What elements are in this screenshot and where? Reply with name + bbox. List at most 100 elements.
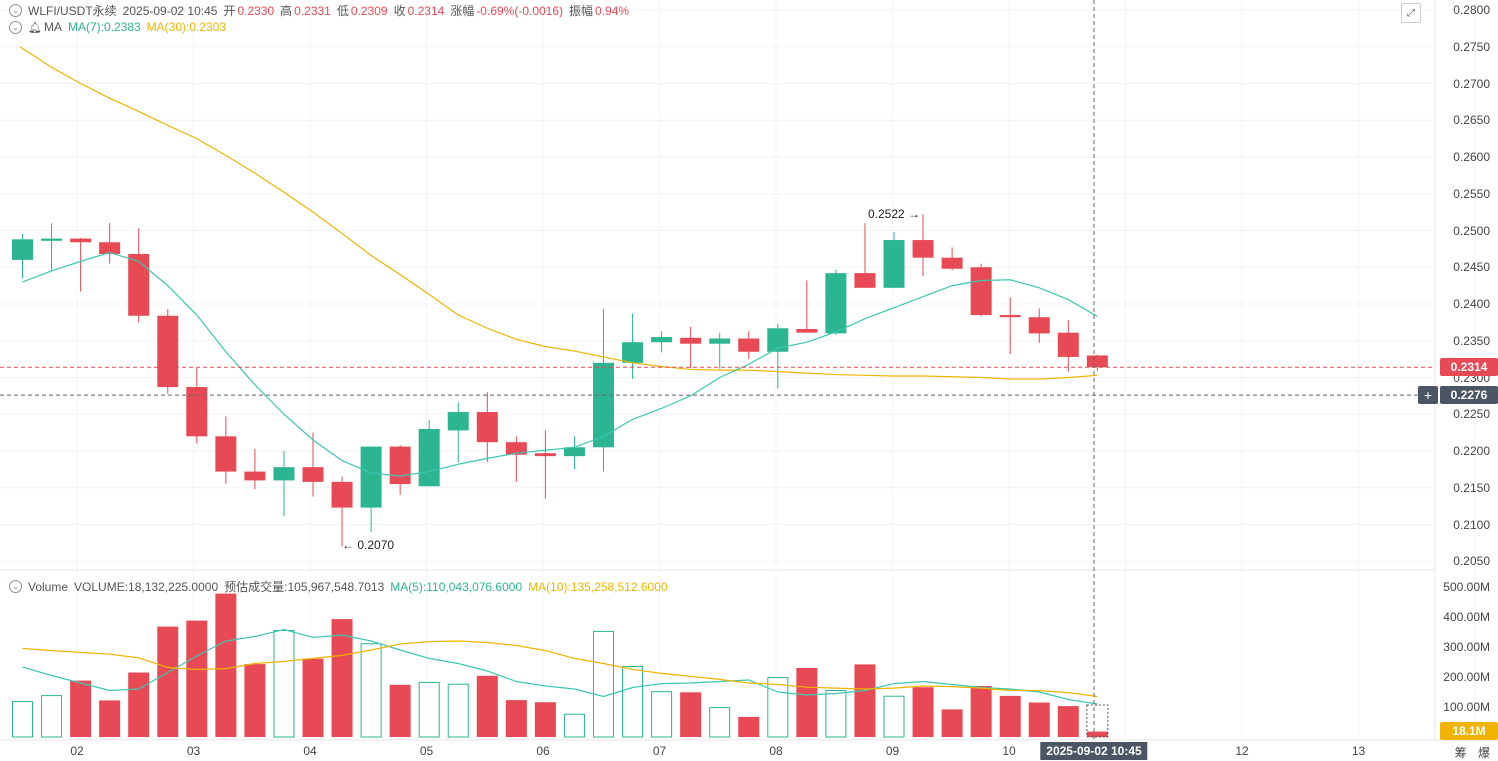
candle-body bbox=[476, 412, 498, 443]
change-value: -0.69%(-0.0016) bbox=[476, 3, 564, 18]
volume-bar bbox=[389, 684, 411, 737]
volume-bar bbox=[41, 695, 63, 738]
candle-body bbox=[738, 338, 760, 352]
estimated-volume: 预估成交量:105,967,548.7013 bbox=[224, 580, 385, 594]
liquidation-icon[interactable]: 爆 bbox=[1477, 746, 1490, 760]
bottom-icons: 筹 爆 bbox=[1455, 744, 1490, 761]
volume-bar bbox=[825, 690, 847, 738]
volume-bar bbox=[302, 658, 324, 737]
candle-body bbox=[709, 338, 731, 344]
ma7-value: MA(7):0.2383 bbox=[67, 20, 141, 34]
time-tick: 04 bbox=[303, 744, 317, 758]
volume-bar bbox=[622, 666, 644, 738]
candle-body bbox=[796, 328, 818, 333]
volume-bar bbox=[854, 664, 876, 737]
bell-icon[interactable]: 🔔︎ bbox=[28, 21, 42, 34]
candle-body bbox=[563, 447, 585, 457]
volume-bar bbox=[12, 701, 33, 738]
high-annotation: 0.2522 → bbox=[868, 207, 921, 221]
volume-bar bbox=[651, 691, 673, 738]
candle-body bbox=[128, 254, 150, 316]
crosshair-price-tag: 0.2276 bbox=[1440, 386, 1498, 404]
candle-body bbox=[157, 315, 179, 388]
time-tick: 09 bbox=[885, 744, 900, 758]
volume-bar bbox=[534, 702, 556, 737]
price-tick: 0.2350 bbox=[1453, 333, 1490, 348]
candle-body bbox=[680, 337, 702, 344]
low-value: 0.2309 bbox=[350, 3, 388, 18]
candle-body bbox=[854, 273, 876, 288]
price-tick: 0.2800 bbox=[1453, 3, 1490, 17]
volume-legend: ⌄ Volume VOLUME:18,132,225.0000 预估成交量:10… bbox=[9, 578, 674, 595]
volume-bar bbox=[215, 593, 237, 737]
time-tick: 05 bbox=[419, 744, 434, 758]
volume-bar bbox=[244, 664, 266, 737]
high-label: 高 bbox=[280, 4, 293, 18]
volume-bar bbox=[680, 692, 702, 737]
candle-body bbox=[41, 238, 63, 241]
candle-body bbox=[534, 453, 556, 457]
candle-body bbox=[1028, 317, 1050, 334]
price-tick: 0.2050 bbox=[1453, 554, 1490, 569]
change-label: 涨幅 bbox=[450, 4, 475, 18]
volume-bar bbox=[1028, 702, 1050, 737]
collapse-toggle-icon[interactable]: ⌄ bbox=[9, 20, 22, 34]
volume-bar bbox=[331, 619, 353, 737]
time-tick: 10 bbox=[1002, 744, 1016, 758]
volume-bars bbox=[12, 593, 1109, 738]
candle-body bbox=[12, 239, 33, 260]
ma-legend: ⌄ 🔔︎ MA MA(7):0.2383 MA(30):0.2303 bbox=[9, 20, 232, 34]
ohlc-header: ⌄ WLFI/USDT永续 2025-09-02 10:45 开 0.2330 … bbox=[9, 2, 635, 19]
volume-tick: 100.00M bbox=[1443, 700, 1490, 714]
vol-ma10-line bbox=[22, 640, 1098, 698]
price-tick: 0.2750 bbox=[1453, 39, 1490, 54]
time-tick: 03 bbox=[186, 744, 201, 758]
price-tick: 0.2600 bbox=[1453, 150, 1490, 164]
price-tick: 0.2700 bbox=[1453, 76, 1490, 91]
candle-body bbox=[593, 362, 614, 448]
price-tick: 0.2550 bbox=[1453, 186, 1490, 201]
ma30-line bbox=[19, 46, 1098, 380]
volume-bar bbox=[796, 668, 818, 737]
price-tick: 0.2100 bbox=[1453, 517, 1490, 532]
symbol-label: WLFI/USDT永续 bbox=[28, 4, 117, 18]
volume-bar bbox=[593, 630, 614, 738]
candle-body bbox=[70, 238, 92, 243]
amplitude-value: 0.94% bbox=[595, 3, 630, 18]
candle-body bbox=[825, 273, 847, 334]
time-tick: 02 bbox=[70, 744, 84, 758]
candle-body bbox=[505, 442, 527, 455]
fullscreen-icon[interactable]: ⤢ bbox=[1401, 3, 1421, 23]
crosshair-overlay bbox=[0, 0, 1435, 740]
high-value: 0.2331 bbox=[294, 3, 331, 18]
volume-bar bbox=[912, 687, 934, 737]
volume-bar bbox=[999, 695, 1021, 737]
close-label: 收 bbox=[393, 4, 406, 18]
volume-bar bbox=[767, 677, 789, 738]
volume-bar bbox=[738, 716, 760, 737]
collapse-toggle-icon[interactable]: ⌄ bbox=[9, 4, 22, 17]
estimated-volume-box bbox=[1086, 704, 1109, 738]
ma-label[interactable]: MA bbox=[43, 20, 62, 34]
vol-ma5-line bbox=[22, 628, 1098, 705]
candle-body bbox=[767, 328, 789, 352]
price-tick: 0.2500 bbox=[1453, 223, 1490, 238]
volume-value: VOLUME:18,132,225.0000 bbox=[74, 579, 219, 594]
collapse-toggle-icon[interactable]: ⌄ bbox=[9, 580, 22, 593]
add-alert-plus-icon[interactable]: + bbox=[1418, 386, 1438, 404]
candle-body bbox=[1057, 332, 1079, 357]
chip-distribution-icon[interactable]: 筹 bbox=[1454, 746, 1467, 760]
volume-bar bbox=[128, 672, 150, 737]
open-value: 0.2330 bbox=[237, 3, 275, 18]
candle-body bbox=[941, 257, 963, 269]
candle-body bbox=[331, 481, 353, 508]
vol-ma5-value: MA(5):110,043,076.6000 bbox=[390, 579, 523, 594]
price-tick: 0.2150 bbox=[1453, 480, 1490, 495]
low-annotation: ← 0.2070 bbox=[342, 538, 395, 552]
time-tick: 06 bbox=[536, 744, 550, 758]
candle-body bbox=[244, 471, 266, 481]
volume-label[interactable]: Volume bbox=[28, 579, 69, 594]
volume-tick: 400.00M bbox=[1443, 610, 1490, 624]
candle-body bbox=[912, 240, 934, 258]
